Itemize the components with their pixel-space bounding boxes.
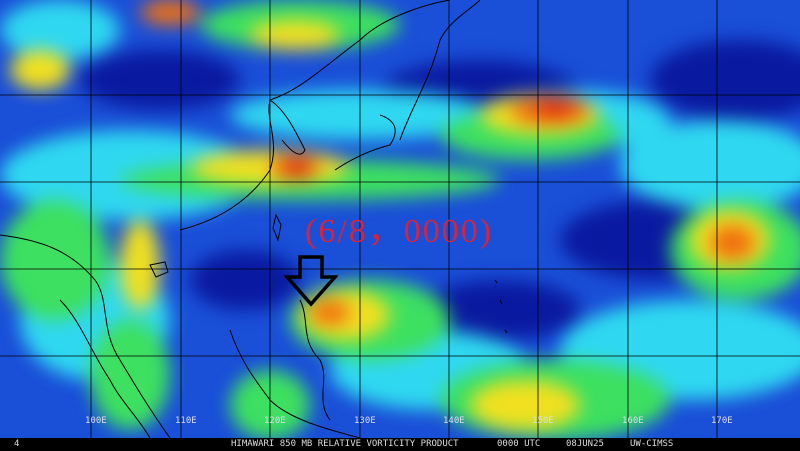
product-title: HIMAWARI 850 MB RELATIVE VORTICITY PRODU… (231, 439, 459, 449)
lon-label-150e: 150E (532, 416, 554, 426)
vorticity-blob (140, 0, 200, 25)
coastlines (0, 0, 508, 438)
vorticity-blob (90, 320, 170, 430)
vorticity-blob (535, 100, 575, 115)
vorticity-blob (285, 160, 310, 175)
lon-label-120e: 120E (264, 416, 286, 426)
map-overlay (0, 0, 800, 438)
vorticity-blob (310, 300, 350, 325)
lon-label-140e: 140E (443, 416, 465, 426)
down-arrow-icon (284, 255, 338, 307)
product-info-bar: 4 HIMAWARI 850 MB RELATIVE VORTICITY PRO… (0, 438, 800, 451)
date-time-annotation: (6/8，0000) (305, 213, 494, 250)
lon-label-110e: 110E (175, 416, 197, 426)
product-date: 08JUN25 (566, 439, 604, 449)
product-source: UW-CIMSS (630, 439, 674, 449)
lon-label-130e: 130E (354, 416, 376, 426)
corner-mark: 4 (14, 439, 20, 449)
product-time: 0000 UTC (497, 439, 541, 449)
vorticity-blob (0, 200, 110, 320)
vorticity-blob (190, 250, 300, 310)
vorticity-blob (0, 0, 120, 60)
vorticity-blob (620, 120, 800, 210)
vorticity-blob (710, 225, 755, 260)
vorticity-blob (650, 40, 800, 120)
lon-label-170e: 170E (711, 416, 733, 426)
vorticity-blob (470, 380, 580, 430)
graticule (0, 0, 800, 438)
vorticity-blob (80, 50, 240, 110)
vorticity-blob (120, 220, 160, 310)
lon-label-100e: 100E (85, 416, 107, 426)
vorticity-blob (10, 50, 70, 90)
lon-label-160e: 160E (622, 416, 644, 426)
vorticity-blob (250, 20, 340, 50)
